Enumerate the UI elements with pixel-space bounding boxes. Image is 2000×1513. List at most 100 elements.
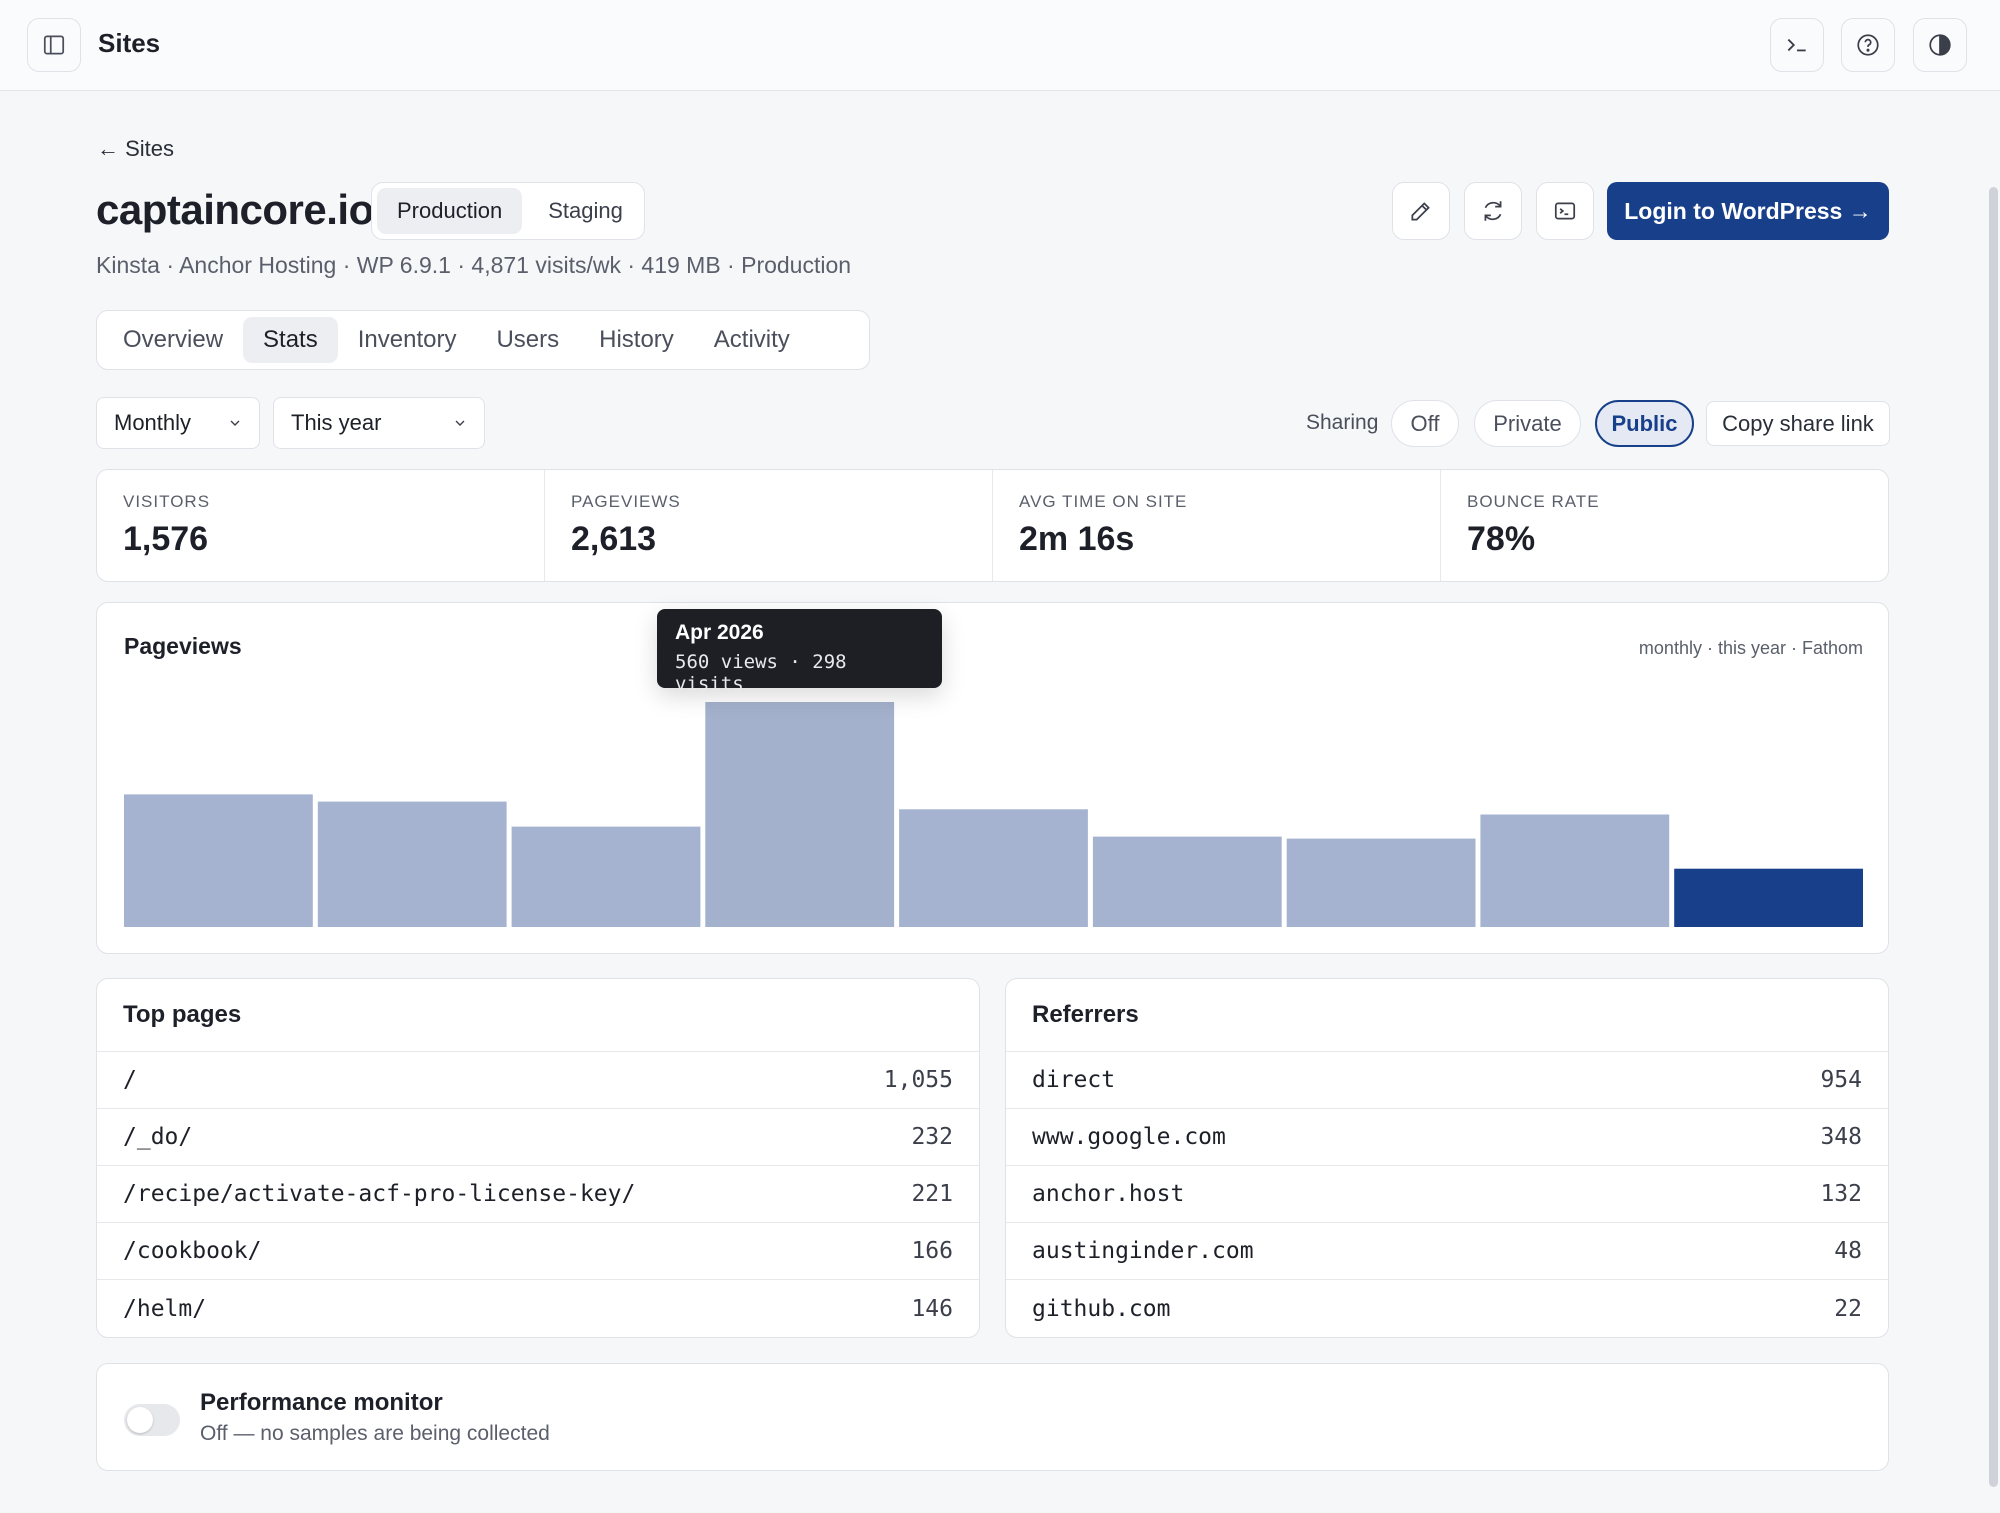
help-icon — [1857, 34, 1879, 56]
tooltip-subtitle: 560 views · 298 visits — [675, 651, 847, 695]
tab-stats[interactable]: Stats — [243, 317, 338, 363]
tooltip-title: Apr 2026 — [675, 621, 764, 644]
pencil-icon — [1411, 202, 1430, 221]
sidebar-toggle-button[interactable] — [27, 18, 81, 72]
referrers-title: Referrers — [1006, 979, 1888, 1052]
tab-inventory[interactable]: Inventory — [357, 326, 457, 353]
copy-share-link-button[interactable]: Copy share link — [1706, 401, 1890, 446]
chart-bar[interactable] — [899, 809, 1088, 927]
sharing-public-button[interactable]: Public — [1595, 400, 1694, 447]
chart-bar[interactable] — [1674, 868, 1863, 927]
referrer-host: anchor.host — [1032, 1181, 1185, 1207]
performance-monitor-card: Performance monitor Off — no samples are… — [96, 1363, 1889, 1471]
edit-button[interactable] — [1392, 182, 1450, 240]
chart-title: Pageviews — [124, 633, 242, 659]
stat-pageviews: PAGEVIEWS 2,613 — [545, 470, 993, 581]
range-select[interactable]: This year — [273, 397, 485, 449]
performance-toggle[interactable] — [124, 1404, 180, 1436]
chart-meta: monthly · this year · Fathom — [1638, 638, 1863, 658]
terminal-icon — [1787, 38, 1806, 52]
scrollbar-thumb[interactable] — [1989, 187, 1998, 1487]
console-icon — [1554, 202, 1576, 220]
env-staging-button[interactable]: Staging — [548, 198, 623, 223]
stat-value: 78% — [1467, 520, 1536, 558]
scrollbar[interactable] — [1986, 91, 2000, 1513]
environment-toggle: Production Staging — [371, 182, 645, 240]
referrer-host: www.google.com — [1032, 1124, 1226, 1150]
page-count: 166 — [911, 1238, 953, 1264]
chevron-down-icon — [455, 420, 465, 426]
referrer-host: github.com — [1032, 1295, 1171, 1322]
page-count: 1,055 — [883, 1067, 953, 1093]
list-item[interactable]: /cookbook/166 — [97, 1223, 979, 1280]
sharing-off-button[interactable]: Off — [1391, 400, 1459, 447]
stat-avg-time: AVG TIME ON SITE 2m 16s — [993, 470, 1441, 581]
list-item[interactable]: / 1,055 — [97, 1052, 979, 1109]
pageviews-chart-card: Pageviews monthly · this year · Fathom — [96, 602, 1889, 954]
tab-overview[interactable]: Overview — [123, 326, 224, 353]
list-item[interactable]: www.google.com 348 — [1006, 1109, 1888, 1166]
tab-users[interactable]: Users — [496, 326, 560, 353]
chart-bar[interactable] — [124, 794, 313, 927]
list-item[interactable]: direct 954 — [1006, 1052, 1888, 1109]
stat-label: PAGEVIEWS — [571, 492, 681, 511]
app-title: Sites — [98, 28, 161, 58]
help-button[interactable] — [1841, 18, 1895, 72]
page-count: 146 — [911, 1295, 953, 1322]
chart-bar[interactable] — [705, 702, 895, 927]
referrers-card: Referrers direct 954 www.google.com 348 an… — [1005, 978, 1889, 1338]
stat-label: VISITORS — [123, 492, 211, 511]
list-item[interactable]: /helm/146 — [97, 1280, 979, 1337]
env-production-button[interactable]: Production — [377, 188, 523, 234]
page-path: /recipe/activate-acf-pro-license-key/ — [123, 1181, 636, 1207]
list-item[interactable]: github.com 22 — [1006, 1280, 1888, 1337]
terminal-button[interactable] — [1770, 18, 1824, 72]
chevron-down-icon — [230, 420, 240, 426]
performance-title: Performance monitor — [200, 1389, 443, 1416]
list-item[interactable]: austinginder.com 48 — [1006, 1223, 1888, 1280]
referrer-count: 132 — [1820, 1181, 1862, 1207]
site-title: captaincore.io — [96, 186, 374, 233]
chart-bar[interactable] — [317, 801, 507, 927]
stat-label: BOUNCE RATE — [1467, 492, 1600, 511]
list-item[interactable]: /_do/232 — [97, 1109, 979, 1166]
sync-button[interactable] — [1464, 182, 1522, 240]
chart-tooltip: Apr 2026 560 views · 298 visits — [657, 609, 942, 695]
stat-visitors: VISITORS 1,576 — [97, 470, 545, 581]
top-bar: Sites — [0, 0, 2000, 91]
referrer-host: austinginder.com — [1032, 1238, 1254, 1264]
interval-select-value: Monthly — [114, 410, 192, 435]
chart-bar[interactable] — [511, 826, 701, 927]
page-path: /helm/ — [123, 1295, 207, 1322]
page-path: /_do/ — [123, 1124, 193, 1150]
referrer-count: 348 — [1820, 1124, 1862, 1150]
referrer-count: 22 — [1834, 1295, 1862, 1322]
pageviews-chart — [124, 702, 1863, 928]
stats-summary: VISITORS 1,576 PAGEVIEWS 2,613 AVG TIME … — [96, 469, 1889, 582]
refresh-icon — [1484, 201, 1502, 221]
chart-bar[interactable] — [1480, 814, 1670, 928]
page-count: 232 — [911, 1124, 953, 1150]
top-pages-title: Top pages — [97, 979, 979, 1052]
toggle-knob — [127, 1407, 153, 1433]
page-path: / — [123, 1067, 137, 1093]
chart-bar[interactable] — [1286, 838, 1476, 927]
list-item[interactable]: /recipe/activate-acf-pro-license-key/221 — [97, 1166, 979, 1223]
top-pages-card: Top pages / 1,055 /_do/232 /recipe/activa… — [96, 978, 980, 1338]
list-item[interactable]: anchor.host 132 — [1006, 1166, 1888, 1223]
site-tabs: Overview Stats Inventory Users History A… — [96, 310, 870, 370]
stat-bounce-rate: BOUNCE RATE 78% — [1441, 470, 1888, 581]
sharing-private-button[interactable]: Private — [1474, 400, 1581, 447]
stat-value: 2m 16s — [1019, 520, 1135, 558]
chart-bar[interactable] — [1092, 836, 1282, 927]
interval-select[interactable]: Monthly — [96, 397, 260, 449]
login-to-wordpress-button[interactable]: Login to WordPress → — [1607, 182, 1889, 240]
console-button[interactable] — [1536, 182, 1594, 240]
tab-activity[interactable]: Activity — [713, 326, 790, 353]
sharing-label: Sharing — [1306, 411, 1379, 434]
page-count: 221 — [911, 1181, 953, 1207]
tab-history[interactable]: History — [599, 326, 674, 353]
theme-button[interactable] — [1913, 18, 1967, 72]
back-to-sites-link[interactable]: ← Sites — [97, 136, 175, 161]
performance-status: Off — no samples are being collected — [200, 1422, 550, 1445]
